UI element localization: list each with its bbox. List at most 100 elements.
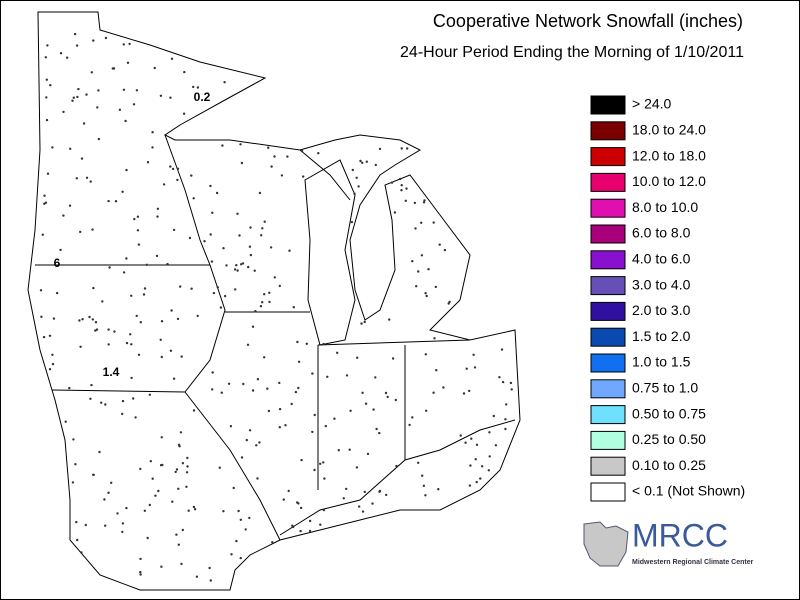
station-dot [71,481,75,484]
station-dot [108,266,111,269]
station-dot [296,340,299,344]
station-dot [425,294,428,298]
station-dot [79,230,82,234]
station-dot [266,387,269,390]
legend-swatch [590,95,626,115]
station-dot [62,110,65,114]
station-dot [104,524,107,527]
lake-michigan [304,159,356,346]
station-dot [350,220,354,224]
station-dot [404,199,407,202]
station-dot [137,243,141,246]
station-dot [422,201,426,204]
station-dot [447,302,450,305]
station-dot [68,386,71,390]
legend-label: 12.0 to 18.0 [632,147,706,163]
station-dot [76,95,79,99]
station-dot [308,519,312,523]
station-dot [249,226,252,229]
station-dot [322,342,325,346]
station-dot [263,356,266,359]
station-dot [192,505,196,509]
station-dot [292,306,295,309]
station-dot [355,176,358,179]
station-dot [148,503,151,507]
station-dot [143,287,147,290]
station-dot [361,510,365,513]
station-dot [239,518,242,521]
station-dot [134,416,137,419]
station-dot [116,512,119,515]
station-dot [48,334,52,337]
legend-swatch [590,301,626,321]
station-dot [322,461,325,464]
legend-swatch [590,405,626,425]
station-dot [59,52,63,55]
legend-label: 0.25 to 0.50 [632,431,706,447]
station-dot [280,174,284,177]
station-dot [473,366,477,369]
station-dot [170,309,173,312]
station-dot [468,484,472,487]
station-dot [300,458,303,462]
station-dot [432,221,435,224]
station-dot [424,292,427,295]
station-dot [180,562,183,566]
station-dot [278,426,281,429]
station-dot [442,386,445,389]
station-dot [104,36,108,40]
station-dot [225,264,228,267]
station-dot [96,106,99,109]
legend-label: 2.0 to 3.0 [632,302,691,318]
station-dot [420,221,423,224]
state-border [51,389,186,393]
map-label: 6 [54,256,61,270]
station-dot [400,147,403,150]
station-dot [121,522,125,525]
station-dot [176,178,179,182]
station-dot [94,329,97,332]
station-dot [355,466,359,469]
state-border [317,339,471,346]
station-dot [75,44,79,47]
station-dot [104,403,107,406]
station-dot [393,211,397,214]
station-dot [149,460,152,463]
station-dot [139,573,142,576]
station-dot [195,575,199,578]
station-dot [122,88,126,92]
station-dot [132,397,135,400]
station-dot [472,353,475,356]
stations [39,32,513,582]
station-dot [268,300,271,304]
station-dot [286,155,289,158]
station-dot [244,528,247,531]
legend-label: 1.5 to 2.0 [632,328,691,344]
station-dot [260,234,263,237]
station-dot [469,464,472,467]
station-dot [399,177,402,181]
legend-swatch [590,172,626,192]
station-dot [385,493,388,497]
station-dot [411,416,414,419]
station-dot [415,285,418,288]
station-dot [470,437,473,440]
station-dot [80,551,83,554]
station-dot [248,245,252,248]
station-dot [248,516,251,520]
station-dot [297,386,300,390]
station-dot [92,286,95,290]
legend-label: 18.0 to 24.0 [632,122,706,138]
legend-swatch [590,430,626,450]
station-dot [349,409,352,412]
station-dot [51,362,55,366]
station-dot [89,397,92,400]
station-dot [390,181,394,184]
station-dot [211,371,214,374]
station-dot [494,444,498,447]
station-dot [364,402,368,405]
station-dot [146,536,149,540]
map-label: 1.4 [103,365,120,379]
station-dot [345,487,348,491]
station-dot [98,450,101,454]
